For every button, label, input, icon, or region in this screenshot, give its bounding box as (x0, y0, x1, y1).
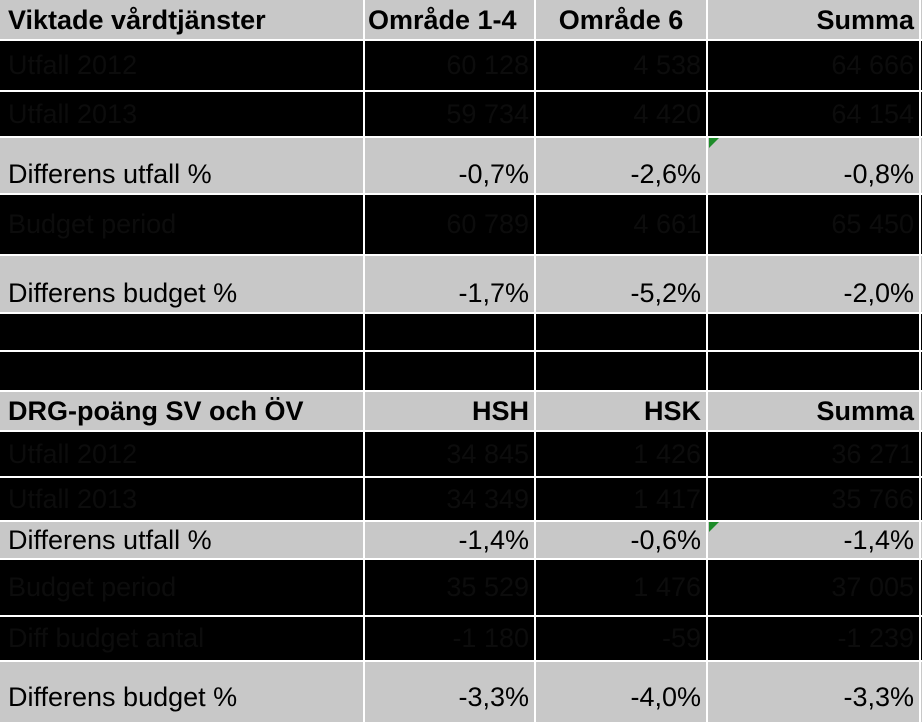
grid-line (0, 193, 922, 195)
value-cell: 1 476 (633, 572, 701, 602)
table-row: Utfall 2013 34 349 1 417 35 766 (0, 477, 922, 521)
value-cell: 1 417 (633, 483, 701, 514)
row-label: Differens utfall % (8, 524, 212, 555)
grid-line (0, 390, 922, 392)
section2-title: DRG-poäng SV och ÖV (8, 395, 304, 426)
value-cell: 34 349 (446, 483, 529, 514)
row-label: Utfall 2012 (8, 438, 138, 469)
value-cell: 35 529 (446, 572, 529, 602)
table-row: Utfall 2012 34 845 1 426 36 271 (0, 431, 922, 477)
value-cell: -3,3% (843, 682, 914, 712)
col-header-omrade-6: Område 6 (558, 4, 684, 35)
table-row-pct: Differens budget % -3,3% -4,0% -3,3% (0, 661, 922, 722)
grid-line (0, 136, 922, 138)
value-cell: 60 789 (446, 209, 529, 239)
row-label: Budget period (8, 572, 177, 602)
grid-line (706, 0, 708, 722)
row-label: Utfall 2012 (8, 50, 138, 80)
col-header-summa: Summa (816, 395, 914, 426)
value-cell: -4,0% (630, 682, 701, 712)
value-cell: 36 271 (831, 438, 914, 469)
row-label: Diff budget antal (8, 623, 205, 653)
row-label: Differens budget % (8, 277, 238, 308)
value-cell: -5,2% (630, 277, 701, 308)
value-cell: 64 154 (831, 98, 914, 129)
table-row-pct: Differens utfall % -0,7% -2,6% -0,8% (0, 137, 922, 194)
value-cell: 37 005 (831, 572, 914, 602)
value-cell: 1 426 (633, 438, 701, 469)
value-cell: 35 766 (831, 483, 914, 514)
value-cell: 4 538 (633, 50, 701, 80)
grid-line (0, 39, 922, 41)
section1-header: Viktade vårdtjänster Område 1-4 Område 6… (0, 0, 922, 40)
grid-line (363, 0, 365, 722)
value-cell: -0,7% (458, 159, 529, 189)
value-cell: 65 450 (831, 209, 914, 239)
spacer-row (0, 313, 922, 351)
col-header-summa: Summa (816, 4, 914, 35)
grid-line (0, 430, 922, 432)
value-cell: 4 661 (633, 209, 701, 239)
table-row: Diff budget antal -1 180 -59 -1 239 (0, 616, 922, 661)
grid-line (0, 520, 922, 522)
grid-line (0, 660, 922, 662)
value-cell: 34 845 (446, 438, 529, 469)
value-cell: -0,8% (843, 159, 914, 189)
grid-line (0, 615, 922, 617)
comment-marker-icon (709, 138, 719, 148)
section1-title: Viktade vårdtjänster (8, 4, 266, 35)
col-header-hsk: HSK (643, 395, 701, 426)
value-cell: -0,6% (630, 524, 701, 555)
value-cell: -1,4% (458, 524, 529, 555)
grid-line (0, 350, 922, 352)
grid-line (534, 0, 536, 722)
row-label: Utfall 2013 (8, 98, 138, 129)
comment-marker-icon (709, 522, 719, 532)
row-label: Differens utfall % (8, 159, 212, 189)
value-cell: 4 420 (633, 98, 701, 129)
value-cell: 64 666 (831, 50, 914, 80)
value-cell: -59 (661, 623, 701, 653)
row-label: Utfall 2013 (8, 483, 138, 514)
value-cell: -1 180 (452, 623, 529, 653)
grid-line (0, 90, 922, 92)
grid-line (0, 558, 922, 560)
col-header-hsh: HSH (471, 395, 529, 426)
table-row: Budget period 60 789 4 661 65 450 (0, 194, 922, 255)
table-row-pct: Differens budget % -1,7% -5,2% -2,0% (0, 255, 922, 313)
table-row: Utfall 2012 60 128 4 538 64 666 (0, 40, 922, 91)
table-row: Budget period 35 529 1 476 37 005 (0, 559, 922, 616)
value-cell: -2,6% (630, 159, 701, 189)
grid-line (919, 0, 921, 722)
grid-line (0, 254, 922, 256)
section2-header: DRG-poäng SV och ÖV HSH HSK Summa (0, 391, 922, 431)
table-row: Utfall 2013 59 734 4 420 64 154 (0, 91, 922, 137)
row-label: Differens budget % (8, 682, 238, 712)
value-cell: -3,3% (458, 682, 529, 712)
value-cell: -2,0% (843, 277, 914, 308)
value-cell: -1,7% (458, 277, 529, 308)
value-cell: -1,4% (843, 524, 914, 555)
grid-line (0, 312, 922, 314)
row-label: Budget period (8, 209, 177, 239)
grid-line (0, 476, 922, 478)
value-cell: -1 239 (837, 623, 914, 653)
col-header-omrade-1-4: Område 1-4 (368, 4, 517, 35)
spacer-row (0, 351, 922, 391)
table-row-pct: Differens utfall % -1,4% -0,6% -1,4% (0, 521, 922, 559)
value-cell: 60 128 (446, 50, 529, 80)
value-cell: 59 734 (446, 98, 529, 129)
